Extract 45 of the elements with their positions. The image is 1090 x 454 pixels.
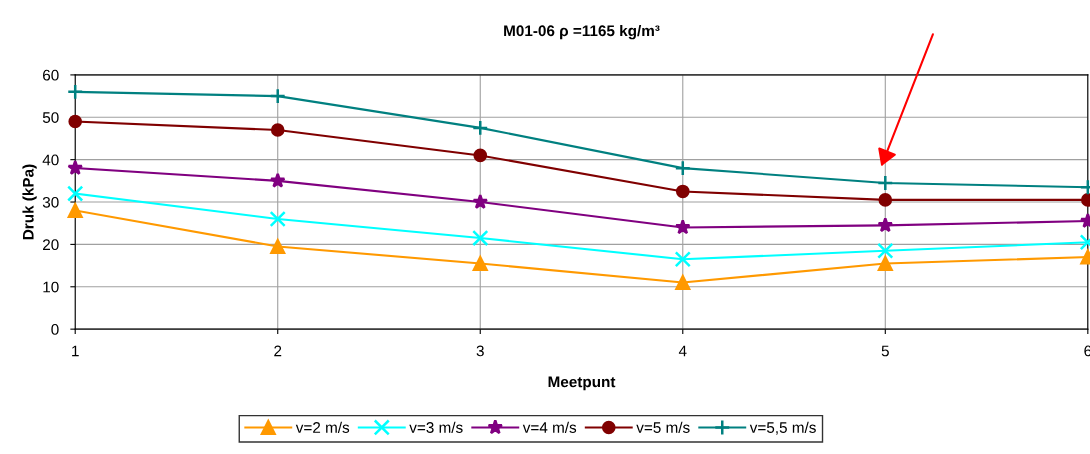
point	[67, 203, 83, 218]
point	[270, 239, 286, 255]
point	[877, 217, 894, 233]
chart-title: M01-06 ρ =1165 kg/m³	[504, 24, 660, 40]
point	[877, 242, 894, 259]
y-tick-label: 60	[43, 69, 59, 81]
point	[674, 251, 691, 268]
point	[472, 193, 489, 209]
y-tick-label: 20	[43, 239, 59, 251]
legend-label: v=3 m/s	[409, 421, 463, 433]
point	[877, 174, 894, 192]
point	[269, 172, 286, 188]
y-axis-title: Druk (kPa)	[22, 164, 37, 240]
legend-label: v=5 m/s	[636, 421, 690, 433]
point	[67, 185, 84, 202]
point	[472, 229, 489, 247]
x-tick-label: 5	[881, 345, 889, 357]
point	[675, 184, 690, 199]
point	[674, 219, 691, 235]
x-tick-label: 4	[678, 345, 687, 357]
point	[472, 119, 489, 137]
y-tick-label: 50	[42, 112, 59, 123]
x-tick-label: 3	[476, 345, 484, 357]
x-axis-title: Meetpunt	[548, 376, 616, 391]
point	[270, 123, 285, 137]
point	[472, 255, 488, 271]
y-tick-label: 0	[51, 324, 59, 335]
point	[68, 114, 83, 129]
point	[675, 275, 691, 291]
y-tick-label: 40	[42, 154, 59, 166]
point	[269, 87, 286, 105]
point	[67, 159, 84, 175]
legend-label: v=4 m/s	[522, 421, 577, 433]
legend-label: v=2 m/s	[295, 421, 350, 433]
point	[67, 83, 84, 101]
y-tick-label: 10	[43, 281, 59, 293]
legend-label: v=5,5 m/s	[749, 421, 816, 435]
point	[878, 193, 893, 207]
x-tick-label: 1	[72, 345, 79, 357]
point	[674, 159, 691, 177]
x-tick-label: 2	[274, 345, 282, 357]
y-tick-label: 30	[42, 196, 59, 208]
point	[877, 255, 893, 271]
point	[473, 148, 488, 163]
point	[269, 210, 286, 228]
